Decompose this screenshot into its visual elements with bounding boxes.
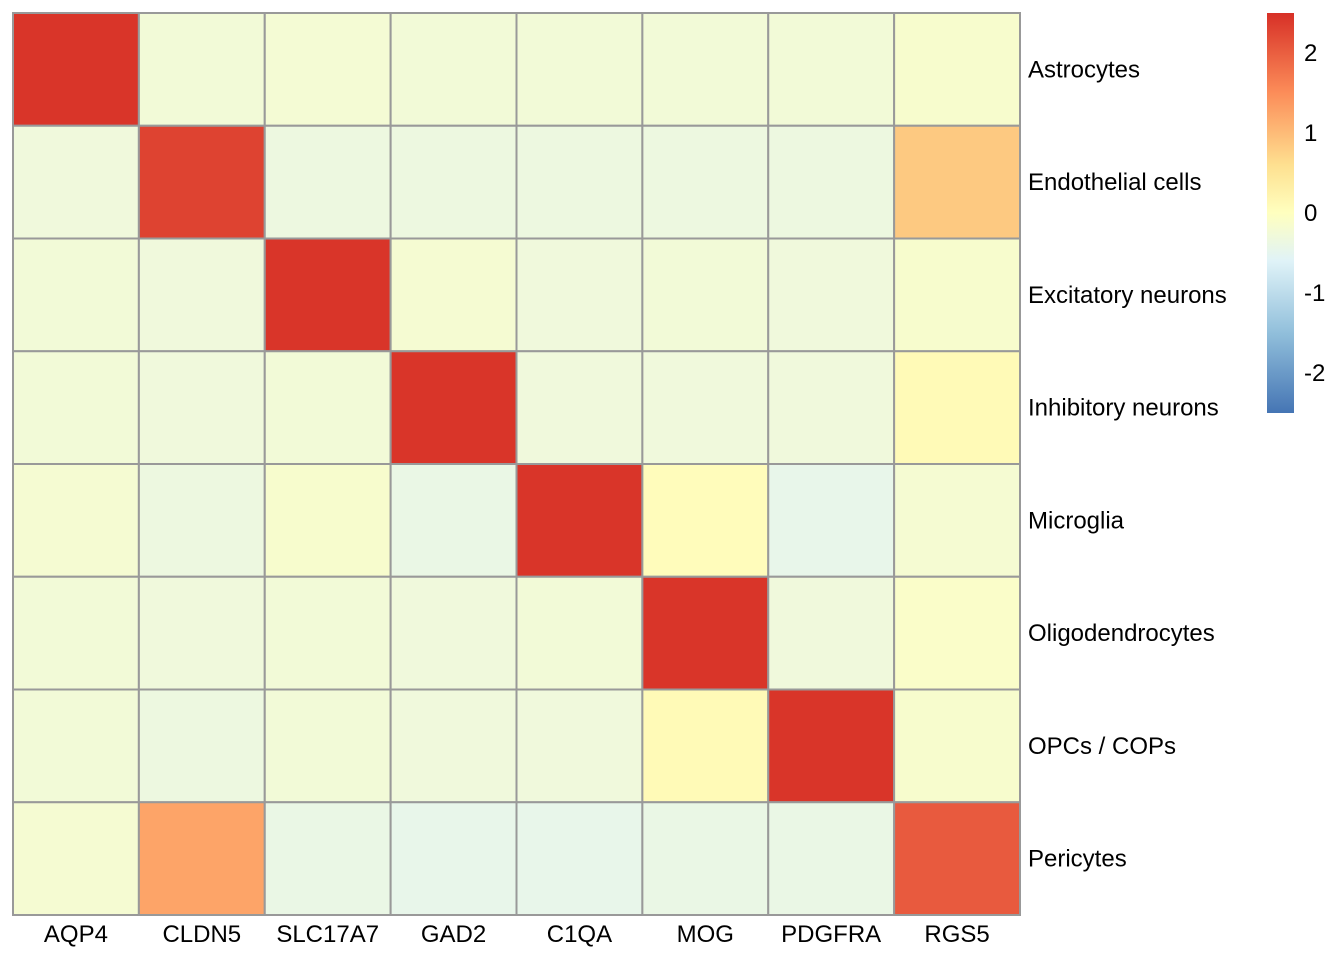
- heatmap-cell: [137, 350, 266, 465]
- heatmap-cell: [137, 688, 266, 804]
- y-tick-label: Pericytes: [1028, 846, 1127, 873]
- heatmap-cell: [389, 350, 518, 465]
- heatmap-cell: [389, 237, 518, 353]
- y-tick-label: Excitatory neurons: [1028, 282, 1227, 309]
- heatmap-cell: [641, 801, 770, 916]
- heatmap-cell: [389, 12, 518, 127]
- legend-tick-label: -1: [1304, 280, 1325, 307]
- heatmap-cell: [893, 463, 1021, 578]
- y-tick-label: Inhibitory neurons: [1028, 395, 1219, 422]
- heatmap-cell: [12, 575, 140, 691]
- color-legend-bar: [1267, 13, 1294, 413]
- x-axis-labels: AQP4 CLDN5 SLC17A7 GAD2 C1QA MOG PDGFRA RGS5: [44, 921, 990, 948]
- heatmap-cell: [12, 237, 140, 353]
- heatmap-cell: [263, 237, 392, 353]
- x-tick-label: SLC17A7: [276, 921, 379, 948]
- heatmap-cell: [515, 350, 644, 465]
- y-tick-label: OPCs / COPs: [1028, 733, 1176, 760]
- y-tick-label: Astrocytes: [1028, 56, 1140, 83]
- legend-tick-label: 0: [1304, 200, 1317, 227]
- legend-tick-label: 2: [1304, 40, 1317, 67]
- heatmap-cell: [767, 350, 896, 465]
- heatmap-cell: [515, 12, 644, 127]
- heatmap-cell: [137, 124, 266, 240]
- x-tick-label: PDGFRA: [781, 921, 881, 948]
- heatmap-cell: [893, 237, 1021, 353]
- y-axis-labels: Astrocytes Endothelial cells Excitatory ne…: [1028, 56, 1227, 872]
- x-tick-label: RGS5: [924, 921, 989, 948]
- heatmap-cell: [767, 575, 896, 691]
- heatmap-cell: [767, 237, 896, 353]
- heatmap-cell: [767, 12, 896, 127]
- heatmap-cell: [767, 688, 896, 804]
- heatmap-cell: [137, 12, 266, 127]
- heatmap-cell: [389, 463, 518, 578]
- x-tick-label: MOG: [677, 921, 734, 948]
- heatmap-cells: [12, 12, 1021, 916]
- heatmap-cell: [641, 463, 770, 578]
- heatmap-cell: [137, 463, 266, 578]
- y-tick-label: Microglia: [1028, 507, 1125, 534]
- heatmap-cell: [641, 688, 770, 804]
- heatmap-cell: [389, 801, 518, 916]
- x-tick-label: AQP4: [44, 921, 108, 948]
- heatmap-cell: [515, 688, 644, 804]
- heatmap-cell: [389, 124, 518, 240]
- heatmap-cell: [137, 575, 266, 691]
- heatmap-cell: [12, 350, 140, 465]
- x-tick-label: GAD2: [421, 921, 486, 948]
- x-tick-label: C1QA: [547, 921, 612, 948]
- heatmap-cell: [641, 350, 770, 465]
- y-tick-label: Oligodendrocytes: [1028, 620, 1215, 647]
- heatmap-cell: [263, 801, 392, 916]
- heatmap-cell: [263, 575, 392, 691]
- heatmap-cell: [641, 237, 770, 353]
- heatmap-cell: [12, 688, 140, 804]
- heatmap-cell: [767, 801, 896, 916]
- heatmap-cell: [515, 463, 644, 578]
- color-legend-ticks: 2 1 0 -1 -2: [1304, 40, 1325, 387]
- heatmap-cell: [12, 801, 140, 916]
- heatmap-cell: [263, 12, 392, 127]
- heatmap-cell: [641, 124, 770, 240]
- heatmap-cell: [12, 12, 140, 127]
- heatmap-cell: [137, 801, 266, 916]
- heatmap-cell: [263, 463, 392, 578]
- heatmap-cell: [641, 12, 770, 127]
- heatmap-cell: [893, 350, 1021, 465]
- heatmap-cell: [515, 801, 644, 916]
- heatmap-cell: [263, 688, 392, 804]
- legend-tick-label: -2: [1304, 360, 1325, 387]
- heatmap-cell: [893, 124, 1021, 240]
- heatmap-cell: [767, 124, 896, 240]
- heatmap-cell: [893, 688, 1021, 804]
- legend-tick-label: 1: [1304, 120, 1317, 147]
- heatmap-cell: [263, 350, 392, 465]
- heatmap-cell: [263, 124, 392, 240]
- heatmap-cell: [893, 575, 1021, 691]
- heatmap-cell: [389, 575, 518, 691]
- heatmap-cell: [893, 12, 1021, 127]
- heatmap-cell: [893, 801, 1021, 916]
- y-tick-label: Endothelial cells: [1028, 169, 1201, 196]
- heatmap-cell: [137, 237, 266, 353]
- heatmap-cell: [641, 575, 770, 691]
- heatmap-cell: [12, 463, 140, 578]
- color-legend: 2 1 0 -1 -2: [1267, 13, 1325, 413]
- heatmap-cell: [767, 463, 896, 578]
- heatmap-cell: [515, 575, 644, 691]
- heatmap-cell: [389, 688, 518, 804]
- heatmap-cell: [12, 124, 140, 240]
- heatmap-cell: [515, 124, 644, 240]
- heatmap-cell: [515, 237, 644, 353]
- x-tick-label: CLDN5: [162, 921, 241, 948]
